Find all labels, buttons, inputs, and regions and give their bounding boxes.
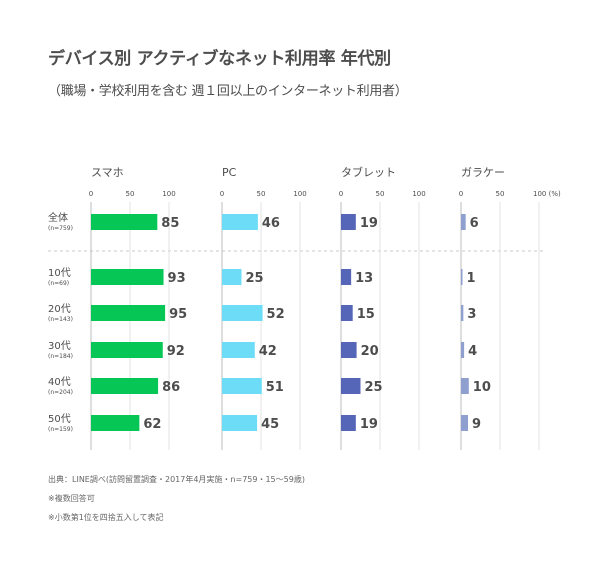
tick-label: 50 (257, 190, 266, 198)
value-label: 51 (266, 380, 284, 395)
value-label: 9 (472, 417, 481, 432)
bar (341, 378, 361, 394)
tick-label: 50 (376, 190, 385, 198)
value-label: 10 (473, 380, 491, 395)
bar (91, 415, 140, 431)
row-sample-size: (n=184) (48, 353, 73, 360)
bar (341, 415, 356, 431)
row-label: 全体 (48, 211, 68, 224)
source-note: 出典：LINE調べ(訪問留置調査・2017年4月実施・n=759・15～59歳) (48, 475, 305, 484)
row-sample-size: (n=159) (48, 426, 73, 433)
row-sample-size: (n=204) (48, 389, 73, 396)
tick-label: 50 (496, 190, 505, 198)
chart-title: デバイス別 アクティブなネット利用率 年代別 (48, 49, 391, 69)
tick-label: 100 (%) (533, 190, 561, 198)
value-label: 25 (365, 380, 383, 395)
row-label: 20代 (48, 303, 71, 315)
value-label: 86 (162, 380, 180, 395)
bar (222, 378, 262, 394)
bar (222, 269, 242, 285)
bar (461, 378, 469, 394)
bar (91, 342, 163, 358)
tick-label: 0 (339, 190, 343, 198)
value-label: 15 (357, 307, 375, 322)
value-label: 6 (470, 216, 479, 231)
bar (461, 342, 465, 358)
value-label: 93 (168, 271, 186, 286)
bar (341, 305, 353, 321)
bar (461, 415, 469, 431)
tick-label: 100 (412, 190, 425, 198)
footnotes: 出典：LINE調べ(訪問留置調査・2017年4月実施・n=759・15～59歳)… (48, 470, 305, 527)
chart-subtitle: （職場・学校利用を含む 週１回以上のインターネット利用者） (48, 84, 408, 99)
bar (222, 342, 255, 358)
value-label: 46 (262, 216, 280, 231)
tick-label: 0 (89, 190, 93, 198)
bar (91, 378, 159, 394)
value-label: 62 (143, 417, 161, 432)
tick-label: 50 (126, 190, 135, 198)
row-label: 30代 (48, 340, 71, 352)
value-label: 13 (355, 271, 373, 286)
bar (222, 305, 263, 321)
value-label: 19 (360, 417, 378, 432)
value-label: 20 (361, 344, 379, 359)
bar (91, 305, 166, 321)
value-label: 1 (467, 271, 476, 286)
value-label: 45 (261, 417, 279, 432)
row-label: 40代 (48, 376, 71, 388)
bar (91, 269, 164, 285)
row-sample-size: (n=759) (48, 225, 73, 232)
multiple-answer-note: ※複数回答可 (48, 494, 95, 503)
tick-label: 100 (162, 190, 175, 198)
value-label: 52 (267, 307, 285, 322)
value-label: 19 (360, 216, 378, 231)
bar (91, 214, 158, 230)
row-sample-size: (n=69) (48, 280, 69, 287)
bar (461, 269, 463, 285)
bar (461, 305, 464, 321)
panel-header: スマホ (91, 166, 124, 179)
panel-header: ガラケー (461, 166, 505, 179)
bar (222, 415, 258, 431)
value-label: 4 (468, 344, 477, 359)
bar (341, 342, 357, 358)
bar (461, 214, 466, 230)
tick-label: 0 (459, 190, 463, 198)
bar (341, 214, 356, 230)
tick-label: 0 (220, 190, 224, 198)
panel-header: タブレット (341, 165, 396, 179)
row-label: 50代 (48, 413, 71, 425)
value-label: 85 (161, 216, 179, 231)
value-label: 92 (167, 344, 185, 359)
panel-header: PC (222, 166, 237, 179)
row-sample-size: (n=143) (48, 316, 73, 323)
bar (222, 214, 258, 230)
tick-label: 100 (293, 190, 306, 198)
rounding-note: ※小数第1位を四捨五入して表記 (48, 513, 164, 522)
bar (341, 269, 352, 285)
row-label: 10代 (48, 267, 71, 279)
value-label: 95 (169, 307, 187, 322)
value-label: 42 (259, 344, 277, 359)
value-label: 3 (467, 307, 476, 322)
value-label: 25 (246, 271, 264, 286)
